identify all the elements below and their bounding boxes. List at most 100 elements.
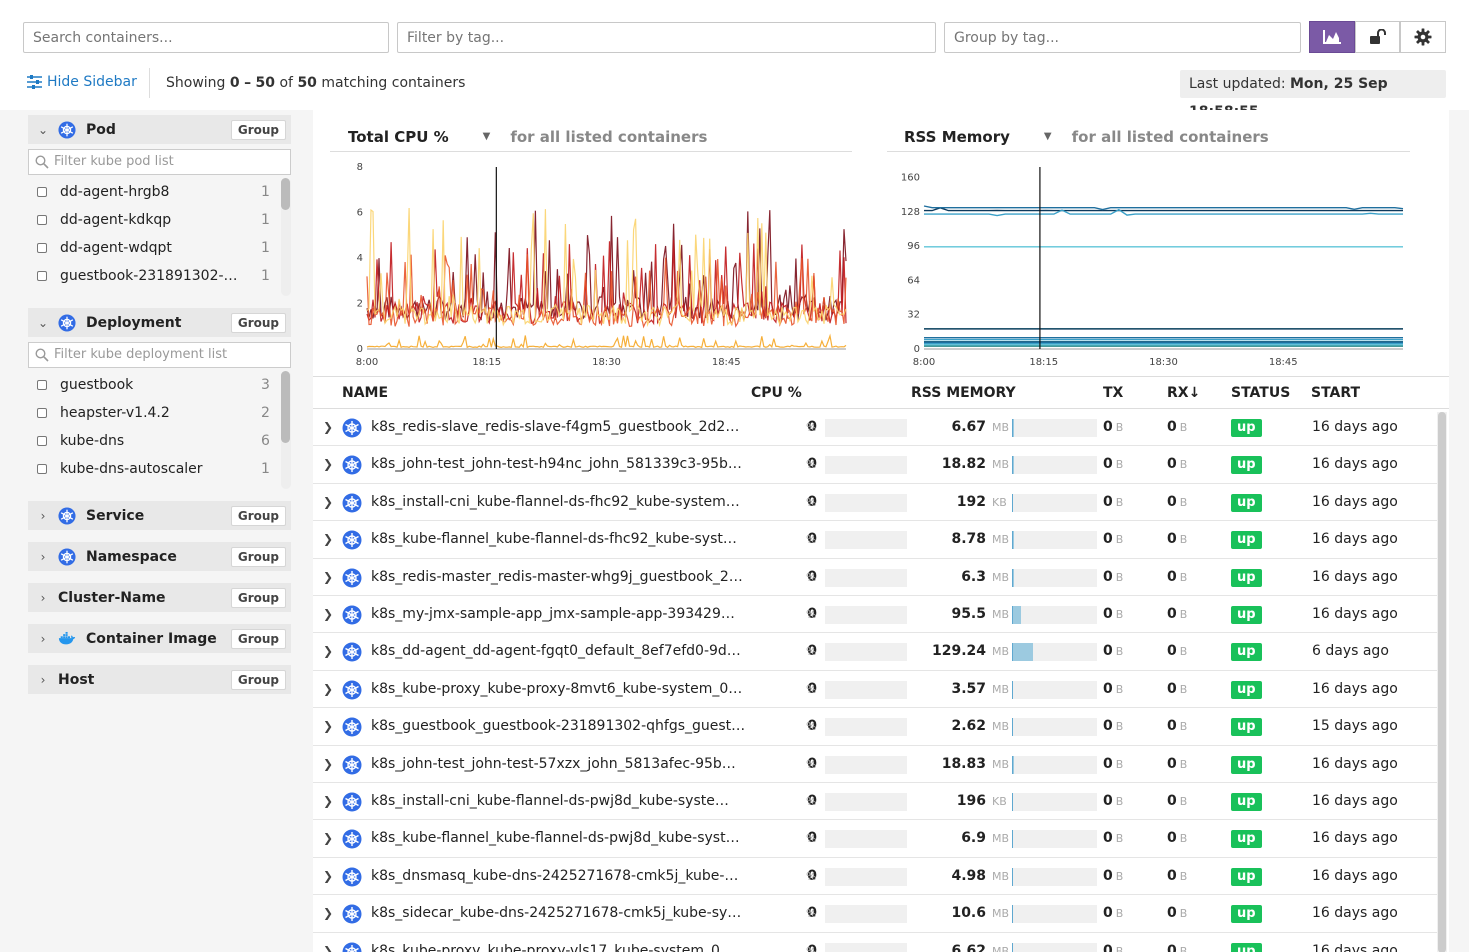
- chevron-right-icon[interactable]: ❯: [323, 719, 334, 734]
- group-button[interactable]: Group: [230, 505, 286, 526]
- list-item[interactable]: dd-agent-hrgb8 1: [28, 178, 291, 206]
- list-item[interactable]: kube-dns-autoscaler 1: [28, 455, 291, 483]
- table-row[interactable]: ❯ k8s_john-test_john-test-57xzx_john_5813…: [313, 746, 1437, 783]
- column-rss-memory[interactable]: RSS MEMORY: [911, 385, 1016, 401]
- caret-down-icon[interactable]: ▼: [482, 131, 491, 142]
- chevron-right-icon[interactable]: ❯: [323, 607, 334, 621]
- chevron-right-icon[interactable]: ❯: [323, 569, 334, 584]
- chevron-right-icon[interactable]: ❯: [323, 681, 334, 696]
- chevron-right-icon[interactable]: ❯: [323, 644, 334, 659]
- group-button[interactable]: Group: [230, 546, 286, 567]
- lock-button[interactable]: [1354, 21, 1401, 53]
- list-item[interactable]: dd-agent-kdkqp 1: [28, 206, 291, 234]
- table-row[interactable]: ❯ k8s_install-cni_kube-flannel-ds-pwj8d_k…: [313, 783, 1437, 821]
- chevron-down-icon[interactable]: ⌄: [37, 315, 49, 330]
- chevron-right-icon[interactable]: ›: [40, 549, 46, 564]
- facet-cluster-name-header[interactable]: › Cluster-Name Group: [28, 583, 291, 612]
- list-item[interactable]: dd-agent-wdqpt 1: [28, 234, 291, 262]
- table-row[interactable]: ❯ k8s_dnsmasq_kube-dns-2425271678-cmk5j_k…: [313, 858, 1437, 896]
- checkbox[interactable]: [37, 436, 47, 446]
- container-name[interactable]: k8s_guestbook_guestbook-231891302-qhfgs_…: [371, 718, 746, 735]
- container-name[interactable]: k8s_my-jmx-sample-app_jmx-sample-app-393…: [371, 606, 735, 622]
- list-item[interactable]: guestbook-231891302-… 1: [28, 262, 291, 290]
- container-name[interactable]: k8s_install-cni_kube-flannel-ds-pwj8d_ku…: [371, 793, 729, 809]
- settings-button[interactable]: [1400, 21, 1447, 53]
- chevron-right-icon[interactable]: ›: [40, 672, 46, 687]
- container-name[interactable]: k8s_dnsmasq_kube-dns-2425271678-cmk5j_ku…: [371, 867, 739, 884]
- checkbox[interactable]: [37, 187, 47, 197]
- table-row[interactable]: ❯ k8s_kube-proxy_kube-proxy-vls17_kube-sy…: [313, 933, 1437, 952]
- table-row[interactable]: ❯ k8s_dd-agent_dd-agent-fgqt0_default_8ef…: [313, 633, 1437, 671]
- table-row[interactable]: ❯ k8s_redis-slave_redis-slave-f4gm5_guest…: [313, 409, 1437, 447]
- container-name[interactable]: k8s_redis-master_redis-master-whg9j_gues…: [371, 568, 743, 585]
- column-cpu[interactable]: CPU %: [751, 385, 802, 401]
- facet-namespace-header[interactable]: › Namespace Group: [28, 542, 291, 571]
- table-row[interactable]: ❯ k8s_guestbook_guestbook-231891302-qhfgs…: [313, 708, 1437, 746]
- chevron-right-icon[interactable]: ❯: [323, 868, 334, 883]
- deployment-list-scrollbar[interactable]: [281, 371, 291, 489]
- checkbox[interactable]: [37, 380, 47, 390]
- container-name[interactable]: k8s_kube-proxy_kube-proxy-8mvt6_kube-sys…: [371, 680, 743, 697]
- list-item[interactable]: kube-dns 6: [28, 427, 291, 455]
- container-name[interactable]: k8s_install-cni_kube-flannel-ds-fhc92_ku…: [371, 493, 740, 510]
- mem-chart[interactable]: 0 32 64 96 128 160 8:00 18:15 18:30 18:45: [897, 155, 1409, 373]
- mem-metric-select[interactable]: RSS Memory: [904, 127, 1010, 146]
- pod-filter-input[interactable]: Filter kube pod list: [28, 149, 291, 175]
- chart-view-button[interactable]: [1309, 21, 1355, 53]
- facet-deployment-header[interactable]: ⌄ Deployment Group: [28, 308, 291, 337]
- chevron-right-icon[interactable]: ›: [40, 590, 46, 605]
- table-row[interactable]: ❯ k8s_my-jmx-sample-app_jmx-sample-app-39…: [313, 596, 1437, 634]
- checkbox[interactable]: [37, 271, 47, 281]
- column-status[interactable]: STATUS: [1231, 385, 1291, 401]
- column-tx[interactable]: TX: [1103, 385, 1124, 401]
- chevron-right-icon[interactable]: ❯: [323, 494, 334, 509]
- chevron-right-icon[interactable]: ❯: [323, 532, 334, 547]
- table-row[interactable]: ❯ k8s_redis-master_redis-master-whg9j_gue…: [313, 559, 1437, 596]
- container-name[interactable]: k8s_john-test_john-test-h94nc_john_58133…: [371, 456, 742, 473]
- list-item[interactable]: heapster-v1.4.2 2: [28, 399, 291, 427]
- chevron-right-icon[interactable]: ❯: [323, 943, 334, 952]
- column-rx[interactable]: RX↓: [1167, 385, 1201, 401]
- chevron-right-icon[interactable]: ›: [40, 631, 46, 646]
- deployment-filter-input[interactable]: Filter kube deployment list: [28, 342, 291, 368]
- checkbox[interactable]: [37, 464, 47, 474]
- group-button[interactable]: Group: [230, 587, 286, 608]
- container-name[interactable]: k8s_kube-flannel_kube-flannel-ds-fhc92_k…: [371, 531, 737, 548]
- table-row[interactable]: ❯ k8s_kube-flannel_kube-flannel-ds-fhc92_…: [313, 521, 1437, 559]
- caret-down-icon[interactable]: ▼: [1043, 131, 1052, 142]
- search-containers-input[interactable]: [23, 22, 389, 53]
- table-row[interactable]: ❯ k8s_install-cni_kube-flannel-ds-fhc92_k…: [313, 484, 1437, 522]
- chevron-down-icon[interactable]: ⌄: [37, 122, 49, 137]
- chevron-right-icon[interactable]: ❯: [323, 756, 334, 771]
- chevron-right-icon[interactable]: ❯: [323, 420, 334, 434]
- column-start[interactable]: START: [1311, 385, 1361, 401]
- group-button[interactable]: Group: [230, 669, 286, 690]
- container-name[interactable]: k8s_john-test_john-test-57xzx_john_5813a…: [371, 755, 736, 772]
- container-name[interactable]: k8s_redis-slave_redis-slave-f4gm5_guestb…: [371, 419, 746, 435]
- chevron-right-icon[interactable]: ›: [40, 508, 46, 523]
- facet-container-image-header[interactable]: › Container Image Group: [28, 624, 291, 653]
- checkbox[interactable]: [37, 408, 47, 418]
- cpu-chart[interactable]: 0 2 4 6 8 8:00 18:15 18:30 18:45: [340, 155, 852, 373]
- pod-list-scrollbar[interactable]: [281, 178, 291, 296]
- container-name[interactable]: k8s_dd-agent_dd-agent-fgqt0_default_8ef7…: [371, 643, 741, 660]
- checkbox[interactable]: [37, 243, 47, 253]
- table-row[interactable]: ❯ k8s_kube-flannel_kube-flannel-ds-pwj8d_…: [313, 820, 1437, 858]
- hide-sidebar-link[interactable]: Hide Sidebar: [27, 74, 137, 90]
- chevron-right-icon[interactable]: ❯: [323, 794, 334, 808]
- container-name[interactable]: k8s_sidecar_kube-dns-2425271678-cmk5j_ku…: [371, 905, 742, 922]
- facet-host-header[interactable]: › Host Group: [28, 665, 291, 694]
- cpu-metric-select[interactable]: Total CPU %: [348, 127, 449, 146]
- list-item[interactable]: guestbook 3: [28, 371, 291, 399]
- table-row[interactable]: ❯ k8s_kube-proxy_kube-proxy-8mvt6_kube-sy…: [313, 671, 1437, 709]
- container-name[interactable]: k8s_kube-proxy_kube-proxy-vls17_kube-sys…: [371, 942, 734, 952]
- column-name[interactable]: NAME: [342, 385, 389, 401]
- group-by-tag-input[interactable]: [944, 22, 1301, 53]
- group-button[interactable]: Group: [230, 628, 286, 649]
- chevron-right-icon[interactable]: ❯: [323, 831, 334, 846]
- filter-by-tag-input[interactable]: [397, 22, 936, 53]
- table-scrollbar[interactable]: [1437, 412, 1447, 952]
- checkbox[interactable]: [37, 215, 47, 225]
- container-name[interactable]: k8s_kube-flannel_kube-flannel-ds-pwj8d_k…: [371, 830, 740, 847]
- facet-pod-header[interactable]: ⌄ Pod Group: [28, 115, 291, 144]
